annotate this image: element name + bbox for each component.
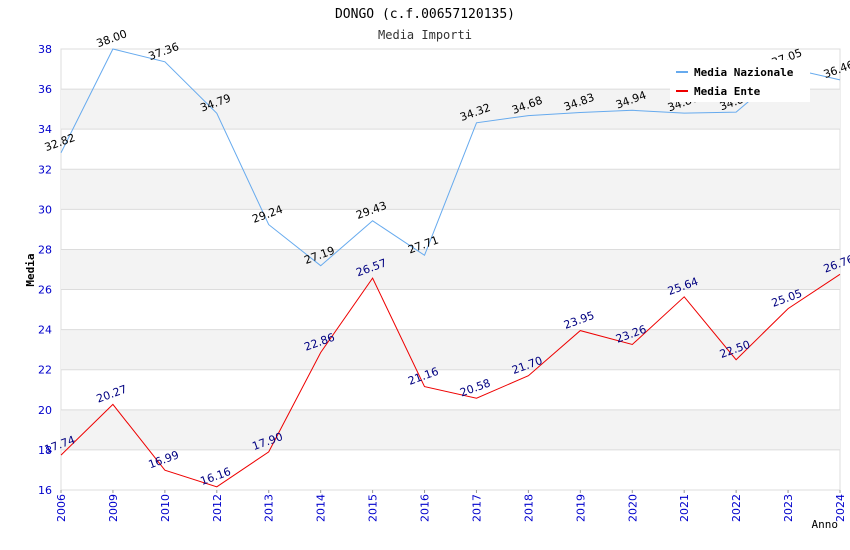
x-tick-label: 2019 — [574, 494, 587, 522]
grid-band — [61, 409, 840, 450]
grid-lines — [61, 48, 840, 491]
y-tick-label: 16 — [38, 484, 52, 497]
x-tick-label: 2006 — [55, 494, 68, 522]
y-tick-label: 22 — [38, 364, 52, 377]
x-tick-label: 2018 — [522, 494, 535, 522]
y-tick-label: 24 — [38, 324, 52, 337]
y-tick-label: 30 — [38, 203, 52, 216]
legend-label: Media Nazionale — [694, 66, 794, 79]
data-label-nazionale: 38.00 — [95, 27, 129, 50]
y-tick-label: 36 — [38, 83, 52, 96]
y-tick-label: 38 — [38, 43, 52, 56]
x-tick-label: 2013 — [263, 494, 276, 522]
series-line-media-ente — [60, 273, 841, 488]
x-tick-label: 2023 — [782, 494, 795, 522]
y-tick-label: 20 — [38, 404, 52, 417]
series-line-media-nazionale — [60, 48, 841, 267]
chart-subtitle: Media Importi — [378, 28, 472, 42]
y-tick-label: 26 — [38, 284, 52, 297]
y-axis-label: Media — [24, 253, 37, 286]
y-axis: 16 18 20 22 24 26 28 30 32 34 36 38 — [38, 43, 52, 497]
legend: Media Nazionale Media Ente — [670, 60, 810, 102]
series-lines — [60, 48, 841, 488]
y-tick-label: 18 — [38, 444, 52, 457]
x-tick-label: 2017 — [470, 494, 483, 522]
grid-band — [61, 249, 840, 290]
x-tick-label: 2016 — [419, 494, 432, 522]
grid-bands — [60, 48, 841, 491]
x-tick-label: 2022 — [730, 494, 743, 522]
y-tick-label: 32 — [38, 163, 52, 176]
y-tick-label: 28 — [38, 243, 52, 256]
grid-band — [61, 329, 840, 370]
chart-title: DONGO (c.f.00657120135) — [335, 7, 515, 22]
x-tick-label: 2020 — [626, 494, 639, 522]
x-tick-label: 2024 — [834, 494, 847, 522]
y-tick-label: 34 — [38, 123, 52, 136]
x-tick-label: 2015 — [367, 494, 380, 522]
x-tick-label: 2009 — [107, 494, 120, 522]
x-tick-label: 2014 — [315, 494, 328, 522]
x-tick-label: 2012 — [211, 494, 224, 522]
x-tick-label: 2010 — [159, 494, 172, 522]
x-axis-label: Anno — [812, 518, 839, 531]
legend-box — [670, 60, 810, 102]
x-axis: 2006 2009 2010 2012 2013 2014 2015 2016 2017 2018… — [55, 490, 847, 522]
x-tick-label: 2021 — [678, 494, 691, 522]
legend-label: Media Ente — [694, 85, 761, 98]
